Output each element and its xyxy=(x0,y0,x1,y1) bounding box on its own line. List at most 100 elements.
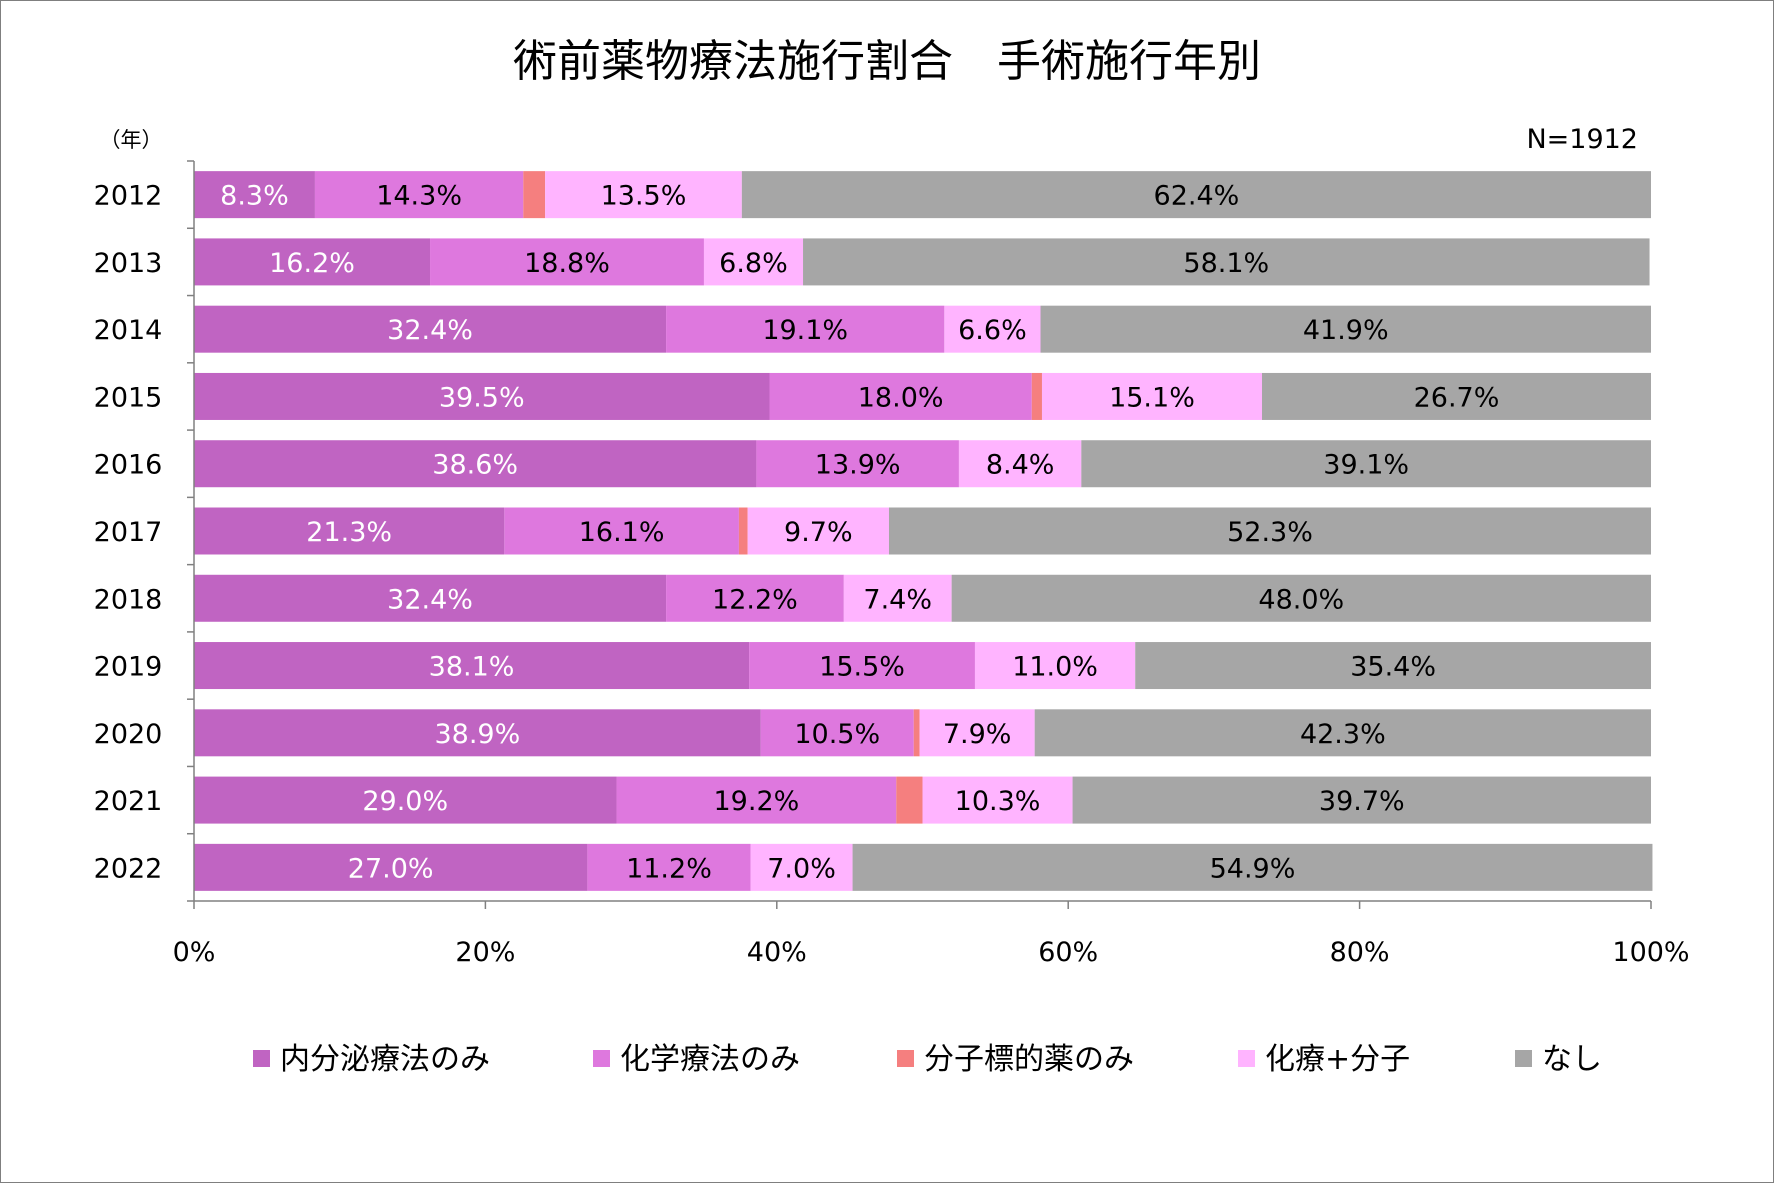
data-label: 27.0% xyxy=(348,853,434,884)
y-tick-label: 2022 xyxy=(94,853,163,884)
data-label: 8.3% xyxy=(220,181,289,212)
data-label: 19.2% xyxy=(714,786,800,817)
y-tick-label: 2012 xyxy=(94,181,163,212)
data-label: 10.3% xyxy=(955,786,1041,817)
bar-segment xyxy=(314,171,524,219)
x-tick-label: 0% xyxy=(173,937,216,968)
chart-title: 術前薬物療法施行割合 手術施行年別 xyxy=(513,36,1261,87)
data-label: 41.9% xyxy=(1303,315,1389,346)
bars-layer: 8.3% 14.3% 13.5% 62.4% 16.2% 18.8% 6.8% 58.1% 32… xyxy=(194,171,1653,891)
y-tick-label: 2016 xyxy=(94,450,163,481)
x-tick-label: 60% xyxy=(1038,937,1098,968)
data-label: 42.3% xyxy=(1300,719,1386,750)
n-label: N=1912 xyxy=(1526,124,1638,155)
data-label: 13.5% xyxy=(601,181,687,212)
legend-label: 分子標的薬のみ xyxy=(924,1042,1134,1077)
data-label: 8.4% xyxy=(986,450,1055,481)
y-tick-label: 2020 xyxy=(94,719,163,750)
legend-swatch xyxy=(1238,1050,1255,1067)
bar-segment xyxy=(1135,642,1651,690)
bar-segment xyxy=(919,709,1035,757)
bar-segment xyxy=(922,776,1073,824)
x-tick-label: 20% xyxy=(455,937,515,968)
data-label: 26.7% xyxy=(1414,382,1500,413)
data-label: 52.3% xyxy=(1227,517,1313,548)
data-label: 38.6% xyxy=(432,450,518,481)
data-label: 38.1% xyxy=(429,652,515,683)
bar-segment xyxy=(741,171,1651,219)
data-label: 15.5% xyxy=(819,652,905,683)
bar-segment xyxy=(504,507,739,555)
y-tick-label: 2018 xyxy=(94,584,163,615)
data-label: 16.2% xyxy=(269,248,355,279)
data-label: 38.9% xyxy=(434,719,520,750)
bar-segment xyxy=(587,843,751,891)
y-unit-label: （年） xyxy=(100,128,163,152)
bar-segment xyxy=(523,171,546,219)
bar-segment xyxy=(194,305,667,353)
bar-segment xyxy=(194,709,761,757)
data-label: 7.0% xyxy=(767,853,836,884)
bar-segment xyxy=(194,843,588,891)
bar-segment xyxy=(194,574,667,622)
y-tick-label: 2013 xyxy=(94,248,163,279)
bar-segment xyxy=(1034,709,1651,757)
data-label: 19.1% xyxy=(762,315,848,346)
bar-segment xyxy=(852,843,1653,891)
bar-segment xyxy=(1031,372,1042,420)
data-label: 13.9% xyxy=(815,450,901,481)
data-label: 7.9% xyxy=(943,719,1012,750)
bar-segment xyxy=(974,642,1136,690)
data-label: 29.0% xyxy=(362,786,448,817)
bar-segment xyxy=(1072,776,1651,824)
bar-segment xyxy=(703,238,804,286)
data-label: 62.4% xyxy=(1154,181,1240,212)
bar-segment xyxy=(913,709,920,757)
bar-segment xyxy=(194,372,770,420)
data-label: 39.7% xyxy=(1319,786,1405,817)
bar-segment xyxy=(951,574,1651,622)
legend-label: なし xyxy=(1542,1042,1602,1077)
data-label: 6.8% xyxy=(719,248,788,279)
bar-segment xyxy=(545,171,742,219)
data-label: 11.2% xyxy=(626,853,712,884)
bar-segment xyxy=(616,776,897,824)
legend-label: 内分泌療法のみ xyxy=(280,1042,490,1077)
legend-swatch xyxy=(593,1050,610,1067)
legend-swatch xyxy=(897,1050,914,1067)
bar-segment xyxy=(750,843,853,891)
bar-segment xyxy=(1081,440,1651,488)
data-label: 10.5% xyxy=(794,719,880,750)
bar-segment xyxy=(194,507,505,555)
data-label: 18.8% xyxy=(524,248,610,279)
x-tick-label: 100% xyxy=(1612,937,1689,968)
bar-segment xyxy=(888,507,1651,555)
data-label: 14.3% xyxy=(376,181,462,212)
data-label: 58.1% xyxy=(1183,248,1269,279)
bar-segment xyxy=(666,305,945,353)
data-label: 48.0% xyxy=(1258,584,1344,615)
x-tick-label: 40% xyxy=(747,937,807,968)
bar-segment xyxy=(747,507,889,555)
bar-segment xyxy=(194,776,617,824)
data-label: 9.7% xyxy=(784,517,853,548)
bar-segment xyxy=(749,642,975,690)
legend-label: 化学療法のみ xyxy=(620,1042,800,1077)
data-label: 15.1% xyxy=(1109,382,1195,413)
y-tick-label: 2017 xyxy=(94,517,163,548)
data-label: 21.3% xyxy=(306,517,392,548)
data-label: 11.0% xyxy=(1012,652,1098,683)
y-tick-label: 2014 xyxy=(94,315,163,346)
data-label: 12.2% xyxy=(712,584,798,615)
y-tick-label: 2021 xyxy=(94,786,163,817)
bar-segment xyxy=(194,238,431,286)
bar-segment xyxy=(666,574,844,622)
bar-segment xyxy=(194,440,757,488)
bar-segment xyxy=(194,171,315,219)
bar-segment xyxy=(430,238,704,286)
bar-segment xyxy=(1040,305,1651,353)
bar-segment xyxy=(896,776,923,824)
data-label: 39.5% xyxy=(439,382,525,413)
y-tick-label: 2019 xyxy=(94,652,163,683)
